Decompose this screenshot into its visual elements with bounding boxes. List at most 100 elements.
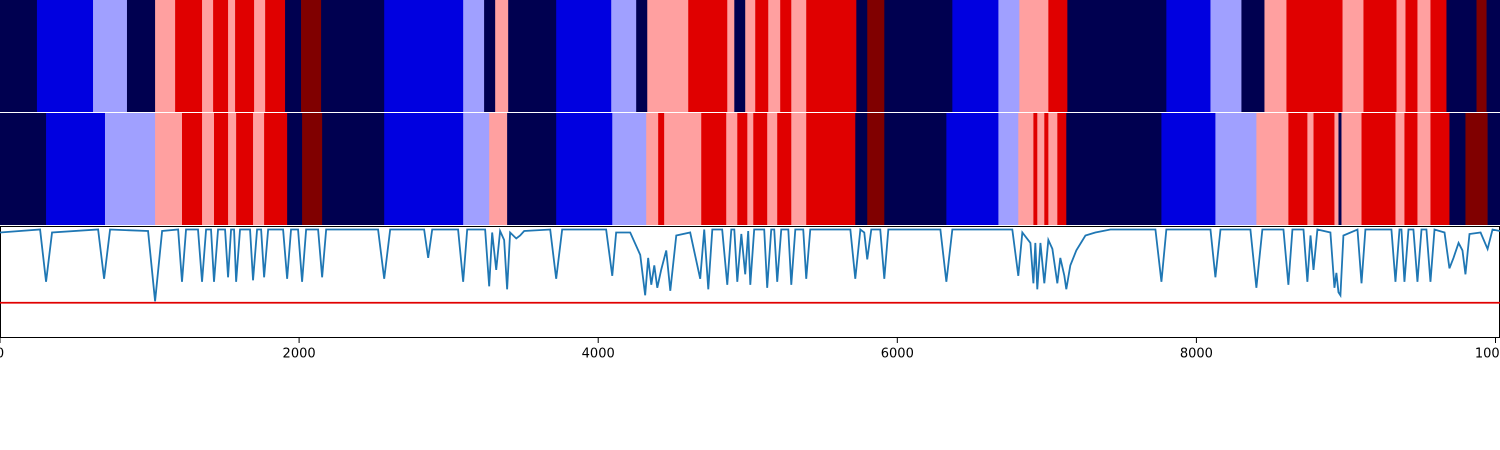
state-segment [321,0,385,112]
x-tick-label: 4000 [582,347,615,362]
state-segment [213,0,229,112]
state-segment [1396,0,1406,112]
state-segment [612,113,647,225]
state-segment [253,113,265,225]
state-segment [745,0,756,112]
state-segment [856,0,868,112]
state-segment [1430,113,1450,225]
state-segment [1487,113,1500,225]
state-segment [753,113,768,225]
state-segment [182,113,203,225]
state-segment [214,113,229,225]
state-segment [1341,113,1362,225]
state-segment [884,0,953,112]
state-segment [1486,0,1500,112]
state-segment [1313,113,1335,225]
state-segment [384,113,464,225]
state-segment [1241,0,1265,112]
state-segment [726,113,738,225]
state-segment [855,113,868,225]
state-segment [946,113,999,225]
state-segment [254,0,266,112]
state-segment [484,0,496,112]
series-line [0,227,1500,302]
state-segment [611,0,637,112]
state-segment [658,113,665,225]
state-segment [1363,0,1397,112]
state-segment [463,0,485,112]
state-segment [1361,113,1396,225]
state-segment [155,113,183,225]
state-segment [1033,113,1038,225]
state-segment [1417,113,1431,225]
state-segment [1342,0,1364,112]
state-segment [737,113,748,225]
state-segment [1338,113,1342,225]
state-segment [998,113,1019,225]
state-segment [1048,113,1058,225]
state-segment [202,113,215,225]
state-segment [556,0,612,112]
state-segment [867,0,885,112]
state-segment [495,0,509,112]
state-segment [228,113,237,225]
state-segment [688,0,728,112]
state-segment [806,113,856,225]
state-segment [104,113,156,225]
x-tick-label: 0 [0,347,4,362]
x-tick-label: 6000 [881,347,914,362]
state-segment [1404,113,1418,225]
state-segment [727,0,735,112]
state-segment [126,0,156,112]
state-segment [884,113,947,225]
state-segment [508,0,557,112]
state-segment [755,0,769,112]
state-segment [175,0,203,112]
state-segment [236,113,254,225]
state-segment [1256,113,1289,225]
state-segment [285,0,302,112]
state-segment [1037,113,1045,225]
state-segment [202,0,214,112]
state-segment [265,0,286,112]
state-segment [1430,0,1447,112]
state-segment [287,113,303,225]
state-segment [647,0,689,112]
state-segment [768,0,781,112]
state-segment [767,113,778,225]
state-segment [46,113,106,225]
state-segment [463,113,490,225]
state-segment [302,113,323,225]
state-segment [998,0,1020,112]
state-segment [36,0,94,112]
state-segment [556,113,613,225]
state-segment [0,113,47,225]
state-segment [1019,0,1049,112]
state-segment [747,113,754,225]
state-segment [701,113,727,225]
state-segment [1018,113,1034,225]
state-segment [867,113,885,225]
state-segment [1067,0,1167,112]
state-segment [780,0,792,112]
state-segment [93,0,128,112]
state-segment [264,113,288,225]
state-segment [384,0,464,112]
state-segment [952,0,999,112]
state-segment [1057,113,1067,225]
state-segment [1334,113,1339,225]
state-segment [1264,0,1287,112]
state-segment [155,0,176,112]
state-segment [1395,113,1405,225]
state-segment [791,113,807,225]
state-segment [777,113,792,225]
state-segment [1066,113,1162,225]
state-segment [235,0,255,112]
state-segment [636,0,648,112]
state-segment [1048,0,1068,112]
state-segment [228,0,236,112]
state-segment [489,113,508,225]
x-tick-label: 8000 [1180,347,1213,362]
